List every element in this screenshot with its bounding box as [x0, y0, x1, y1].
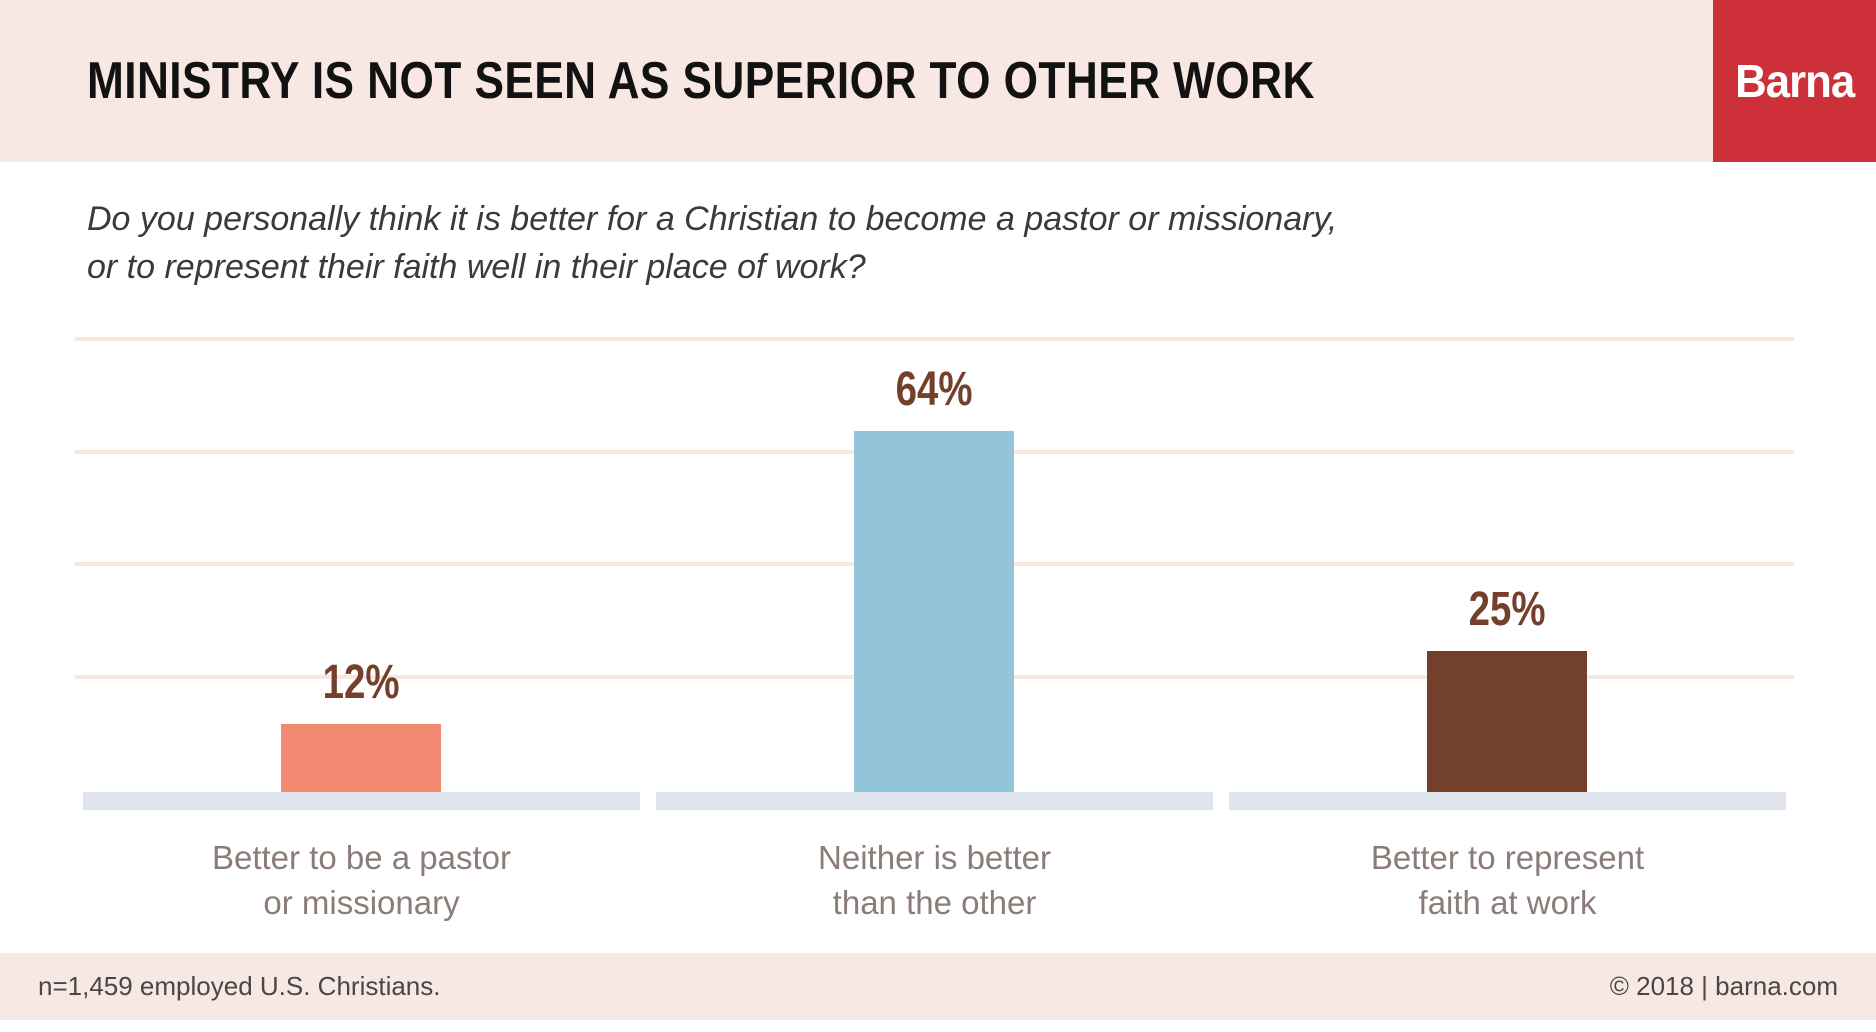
category-label-neither: Neither is better than the other [648, 836, 1221, 925]
sample-note: n=1,459 employed U.S. Christians. [38, 971, 441, 1001]
page-title: MINISTRY IS NOT SEEN AS SUPERIOR TO OTHE… [87, 52, 1315, 110]
category-label-pastor: Better to be a pastor or missionary [75, 836, 648, 925]
survey-question: Do you personally think it is better for… [87, 196, 1647, 291]
category-line: Better to represent [1370, 839, 1645, 876]
bar-group-pastor: 12% [75, 252, 648, 792]
category-line: or missionary [263, 883, 460, 921]
bar-group-faith-at-work: 25% [1221, 252, 1794, 792]
survey-question-line-1: Do you personally think it is better for… [87, 200, 1338, 238]
baseline-strip [1229, 792, 1786, 810]
bar-pastor [281, 724, 442, 792]
baseline-strip [656, 792, 1213, 810]
footer-band: n=1,459 employed U.S. Christians. © 2018… [0, 953, 1876, 1020]
plot-area: 12% 64% 25% [75, 252, 1794, 792]
bar-faith-at-work [1427, 651, 1588, 792]
copyright-note: © 2018 | barna.com [1609, 971, 1838, 1001]
bar-value-label: 64% [896, 363, 973, 417]
gridline [75, 336, 1794, 341]
bar-value-label: 12% [323, 656, 400, 710]
baseline-strip [83, 792, 640, 810]
baseline-cell [648, 792, 1221, 810]
bar-group-neither: 64% [648, 252, 1221, 792]
category-line: Neither is better [818, 839, 1051, 876]
category-line: Better to be a pastor [211, 839, 511, 876]
barna-logo-text: Barna [1734, 55, 1855, 107]
baseline-cell [75, 792, 648, 810]
category-label-row: Better to be a pastor or missionary Neit… [75, 836, 1794, 925]
category-line: faith at work [1418, 883, 1597, 921]
bar-neither [854, 431, 1015, 792]
baseline-cell [1221, 792, 1794, 810]
header-band: MINISTRY IS NOT SEEN AS SUPERIOR TO OTHE… [0, 0, 1876, 162]
category-label-faith-at-work: Better to represent faith at work [1221, 836, 1794, 925]
category-line: than the other [832, 883, 1037, 921]
bar-value-label: 25% [1469, 583, 1546, 636]
survey-question-line-2: or to represent their faith well in thei… [87, 247, 866, 286]
barna-logo: Barna [1713, 0, 1876, 162]
baseline-row [75, 792, 1794, 810]
